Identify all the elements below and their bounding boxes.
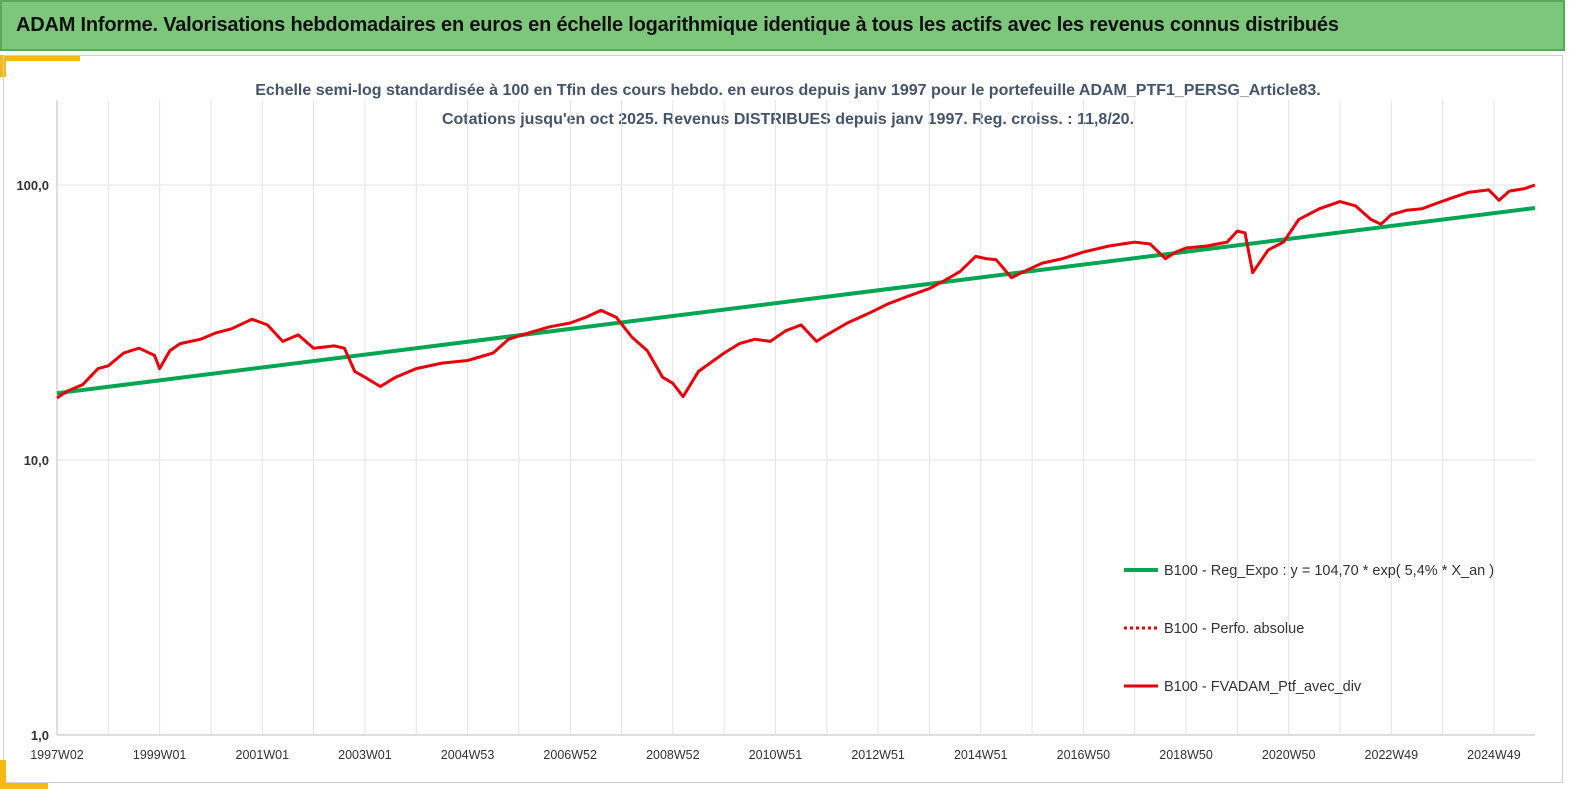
x-tick-label: 2001W01 — [236, 748, 290, 762]
x-tick-label: 1997W02 — [30, 748, 84, 762]
x-tick-label: 2016W50 — [1057, 748, 1111, 762]
y-tick-label: 10,0 — [24, 453, 49, 468]
axes: 1,0 10,0 100,0 1997W02 1999W01 2001W01 2003W01… — [16, 100, 1535, 762]
corner-accent — [0, 783, 48, 789]
header-banner: ADAM Informe. Valorisations hebdomadaire… — [0, 0, 1565, 51]
chart-title: Echelle semi-log standardisée à 100 en T… — [255, 82, 1321, 99]
corner-accent — [0, 55, 80, 61]
legend: B100 - Reg_Expo : y = 104,70 * exp( 5,4%… — [1124, 563, 1494, 695]
x-tick-label: 2010W51 — [749, 748, 803, 762]
x-tick-label: 2022W49 — [1365, 748, 1419, 762]
x-tick-label: 2014W51 — [954, 748, 1008, 762]
x-tick-label: 2006W52 — [543, 748, 597, 762]
x-tick-label: 2012W51 — [851, 748, 905, 762]
regression-line — [56, 206, 1536, 396]
x-tick-label: 2024W49 — [1467, 748, 1521, 762]
page-title: ADAM Informe. Valorisations hebdomadaire… — [16, 14, 1339, 36]
portfolio-line — [56, 183, 1536, 400]
chart-frame — [3, 55, 1563, 783]
x-tick-label: 1999W01 — [133, 748, 187, 762]
y-tick-label: 1,0 — [31, 728, 49, 743]
x-tick-label: 2008W52 — [646, 748, 700, 762]
corner-accent — [0, 760, 6, 789]
grid — [56, 100, 1535, 736]
legend-label: B100 - FVADAM_Ptf_avec_div — [1164, 679, 1362, 695]
x-tick-label: 2018W50 — [1159, 748, 1213, 762]
x-tick-label: 2003W01 — [338, 748, 392, 762]
legend-label: B100 - Reg_Expo : y = 104,70 * exp( 5,4%… — [1164, 563, 1494, 579]
chart-subtitle: Cotations jusqu'en oct 2025. Revenus DIS… — [442, 111, 1134, 128]
y-tick-label: 100,0 — [16, 178, 49, 193]
legend-label: B100 - Perfo. absolue — [1164, 621, 1304, 637]
x-tick-label: 2020W50 — [1262, 748, 1316, 762]
x-tick-label: 2004W53 — [441, 748, 495, 762]
series-layer — [56, 183, 1536, 400]
